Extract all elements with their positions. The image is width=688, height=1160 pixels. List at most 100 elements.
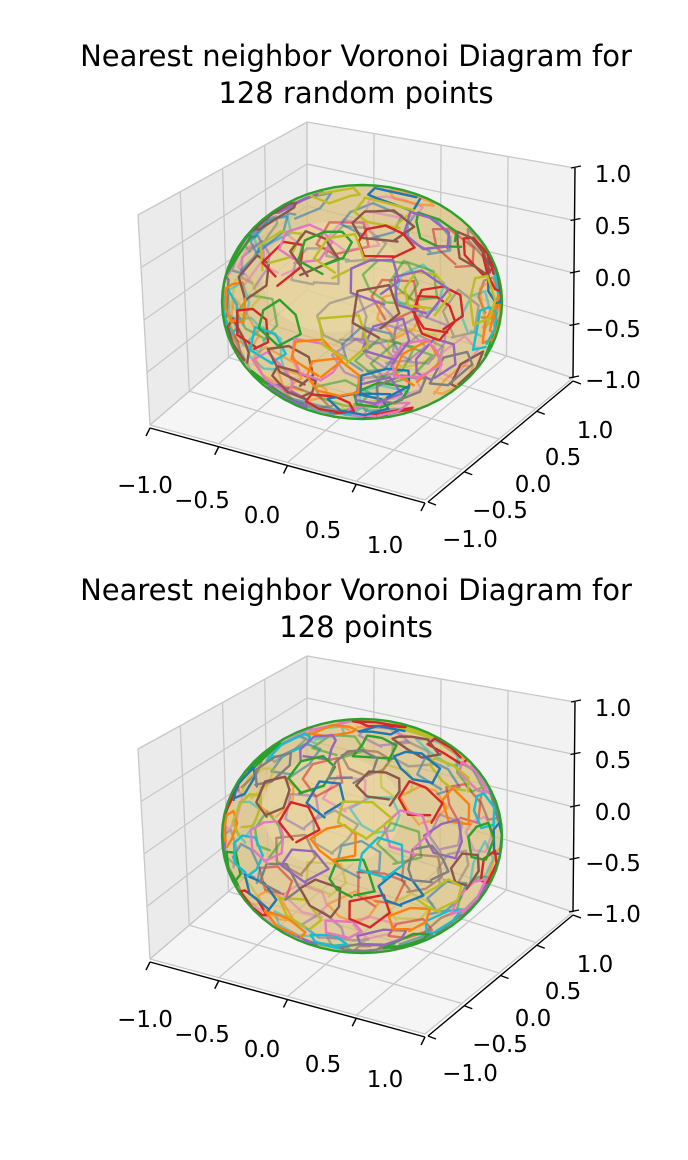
z-tick xyxy=(570,217,581,222)
voronoi-cell-edge xyxy=(351,283,401,339)
y-tick-label: 1.0 xyxy=(577,418,614,444)
voronoi-cell-edge xyxy=(336,800,394,841)
voronoi-cell-edge xyxy=(422,818,463,860)
y-tick-label: 0.5 xyxy=(545,979,582,1005)
voronoi-cell-edge xyxy=(351,209,416,243)
z-tick-label: −1.0 xyxy=(585,368,641,394)
voronoi-cell-edge xyxy=(471,305,498,351)
grid-line xyxy=(505,156,509,357)
voronoi-cell-edge xyxy=(382,932,430,950)
z-tick xyxy=(570,165,582,169)
voronoi-cell-edge xyxy=(317,314,370,365)
voronoi-cell-edge xyxy=(251,350,295,394)
voronoi-cell-edge xyxy=(402,210,451,251)
voronoi-cell-edge xyxy=(290,338,343,379)
voronoi-cell-edge xyxy=(287,754,337,795)
voronoi-cell-edge xyxy=(449,877,488,916)
y-tick xyxy=(427,1035,437,1040)
z-tick-label: 0.5 xyxy=(595,748,632,774)
y-tick-label: 1.0 xyxy=(577,952,614,978)
voronoi-cell-edge xyxy=(424,908,464,934)
voronoi-cell-edge xyxy=(377,871,425,907)
chart-title-line-2: 128 points xyxy=(279,610,433,644)
voronoi-cell-edge xyxy=(299,734,337,763)
y-tick xyxy=(536,410,545,415)
voronoi-cell-edge xyxy=(248,325,287,365)
voronoi-cell-edge xyxy=(231,793,262,837)
voronoi-cell-edge xyxy=(298,878,342,919)
voronoi-cell-edge xyxy=(472,792,496,830)
voronoi-cell-edge xyxy=(271,365,317,401)
voronoi-edges xyxy=(220,183,504,421)
voronoi-cell-edge xyxy=(237,254,270,300)
y-tick-label: −0.5 xyxy=(472,498,528,524)
voronoi-cell-edge xyxy=(277,801,321,844)
voronoi-cell-edge xyxy=(339,201,403,241)
voronoi-cell-edge xyxy=(288,396,342,416)
x-tick-label: 0.5 xyxy=(305,1052,342,1078)
voronoi-cell-edge xyxy=(393,269,450,319)
voronoi-cell-edge xyxy=(411,285,464,334)
x-tick xyxy=(145,961,151,971)
voronoi-cell-edge xyxy=(222,809,239,849)
voronoi-edges xyxy=(220,717,504,955)
z-tick-label: 0.0 xyxy=(595,800,632,826)
x-tick-label: 1.0 xyxy=(367,1067,404,1093)
voronoi-cell-edge xyxy=(243,873,278,912)
y-tick-label: 0.0 xyxy=(515,1006,552,1032)
grid-line xyxy=(424,911,574,1035)
voronoi-cell-edge xyxy=(352,196,416,230)
voronoi-cell-edge xyxy=(355,770,401,807)
y-tick-label: −1.0 xyxy=(442,527,498,553)
y-tick xyxy=(500,974,509,980)
sphere-outline xyxy=(220,183,504,421)
grid-line xyxy=(306,163,575,222)
voronoi-cell-edge xyxy=(224,233,253,276)
voronoi-cell-edge xyxy=(449,350,485,388)
z-tick-label: 0.0 xyxy=(595,266,632,292)
voronoi-cell-edge xyxy=(335,839,382,879)
voronoi-cell-edge xyxy=(301,756,344,798)
y-tick xyxy=(464,1005,473,1010)
z-tick-label: −0.5 xyxy=(585,317,641,343)
voronoi-cell-edge xyxy=(359,367,411,399)
voronoi-cell-edge xyxy=(391,338,443,380)
grid-line xyxy=(505,690,509,891)
voronoi-cell-edge xyxy=(393,339,443,387)
voronoi-cell-edge xyxy=(357,724,406,736)
voronoi-cell-edge xyxy=(255,775,291,818)
voronoi-cell-edge xyxy=(441,288,480,339)
voronoi-cell-edge xyxy=(328,858,376,899)
x-tick-label: −1.0 xyxy=(117,473,173,499)
voronoi-cell-edge xyxy=(277,223,334,265)
z-tick-label: 1.0 xyxy=(595,162,632,188)
voronoi-cell-edge xyxy=(307,720,352,732)
grid-line xyxy=(306,655,576,703)
voronoi-cell-edge xyxy=(387,906,432,933)
grid-line xyxy=(306,121,576,169)
voronoi-cell-edge xyxy=(282,882,329,919)
voronoi-cell-edge xyxy=(415,211,463,249)
x-tick-label: 0.0 xyxy=(244,1037,281,1063)
y-tick xyxy=(464,471,473,476)
voronoi-cell-edge xyxy=(263,909,307,939)
x-tick xyxy=(282,999,289,1008)
voronoi-cell-edge xyxy=(382,809,430,855)
z-tick xyxy=(568,909,580,913)
grid-line xyxy=(140,163,308,269)
z-tick xyxy=(570,751,581,756)
z-tick xyxy=(569,270,581,274)
voronoi-cell-edge xyxy=(438,335,480,380)
x-tick xyxy=(351,483,357,493)
voronoi-cell-edge xyxy=(304,393,356,415)
z-tick-label: −1.0 xyxy=(585,902,641,928)
voronoi-cell-edge xyxy=(357,836,404,881)
x-tick-label: 0.5 xyxy=(305,518,342,544)
y-tick-label: 0.0 xyxy=(515,472,552,498)
voronoi-cell-edge xyxy=(305,357,361,398)
voronoi-cell-edge xyxy=(407,844,450,884)
x-tick-label: 1.0 xyxy=(367,533,404,559)
voronoi-cell-edge xyxy=(257,298,302,348)
grid-line xyxy=(140,697,308,803)
